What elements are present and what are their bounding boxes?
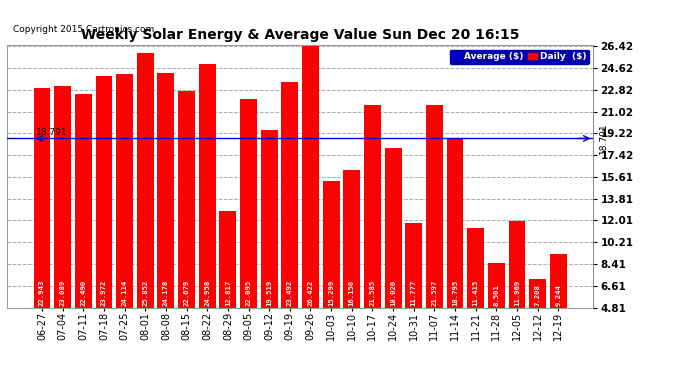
Bar: [302, 46, 319, 308]
Bar: [323, 181, 339, 308]
Bar: [509, 221, 526, 308]
Title: Weekly Solar Energy & Average Value Sun Dec 20 16:15: Weekly Solar Energy & Average Value Sun …: [81, 28, 520, 42]
Text: 25.852: 25.852: [142, 279, 148, 306]
Text: 15.299: 15.299: [328, 279, 334, 306]
Bar: [95, 76, 112, 307]
Bar: [405, 223, 422, 308]
Text: 16.150: 16.150: [348, 279, 355, 306]
Bar: [282, 82, 298, 308]
Bar: [199, 64, 216, 308]
Text: 8.501: 8.501: [493, 284, 500, 306]
Text: 23.972: 23.972: [101, 279, 107, 306]
Text: 9.244: 9.244: [555, 284, 561, 306]
Bar: [550, 254, 566, 308]
Bar: [446, 138, 464, 308]
Text: Copyright 2015 Cartronics.com: Copyright 2015 Cartronics.com: [13, 26, 154, 34]
Text: 22.490: 22.490: [80, 279, 86, 306]
Bar: [75, 94, 92, 308]
Text: 21.597: 21.597: [431, 279, 437, 306]
Text: 21.585: 21.585: [369, 279, 375, 306]
Text: 23.492: 23.492: [287, 279, 293, 306]
Bar: [384, 148, 402, 308]
Text: 24.958: 24.958: [204, 279, 210, 306]
Text: 22.943: 22.943: [39, 279, 45, 306]
Text: 7.208: 7.208: [535, 284, 541, 306]
Legend: Average ($), Daily  ($): Average ($), Daily ($): [450, 50, 589, 64]
Bar: [178, 92, 195, 308]
Bar: [137, 53, 154, 307]
Text: 24.178: 24.178: [163, 279, 169, 306]
Bar: [488, 263, 505, 308]
Text: 19.519: 19.519: [266, 279, 272, 306]
Bar: [426, 105, 443, 308]
Text: 22.679: 22.679: [184, 279, 190, 306]
Text: 11.415: 11.415: [473, 279, 479, 306]
Bar: [467, 228, 484, 308]
Bar: [344, 170, 360, 308]
Bar: [364, 105, 381, 308]
Bar: [55, 87, 71, 308]
Text: 22.095: 22.095: [246, 279, 252, 306]
Bar: [34, 88, 50, 308]
Text: 11.777: 11.777: [411, 279, 417, 306]
Bar: [529, 279, 546, 308]
Text: 18.791: 18.791: [36, 128, 68, 136]
Bar: [240, 99, 257, 308]
Bar: [261, 130, 277, 308]
Text: 18.791: 18.791: [599, 123, 609, 154]
Text: 18.020: 18.020: [390, 279, 396, 306]
Text: 18.795: 18.795: [452, 279, 458, 306]
Text: 12.817: 12.817: [225, 279, 231, 306]
Text: 11.969: 11.969: [514, 279, 520, 306]
Text: 23.089: 23.089: [59, 279, 66, 306]
Text: 26.422: 26.422: [308, 279, 313, 306]
Bar: [219, 211, 237, 308]
Bar: [116, 74, 133, 307]
Bar: [157, 74, 175, 308]
Text: 24.114: 24.114: [121, 279, 128, 306]
